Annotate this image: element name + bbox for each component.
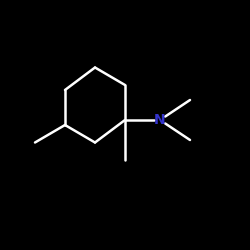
Text: N: N	[154, 113, 166, 127]
